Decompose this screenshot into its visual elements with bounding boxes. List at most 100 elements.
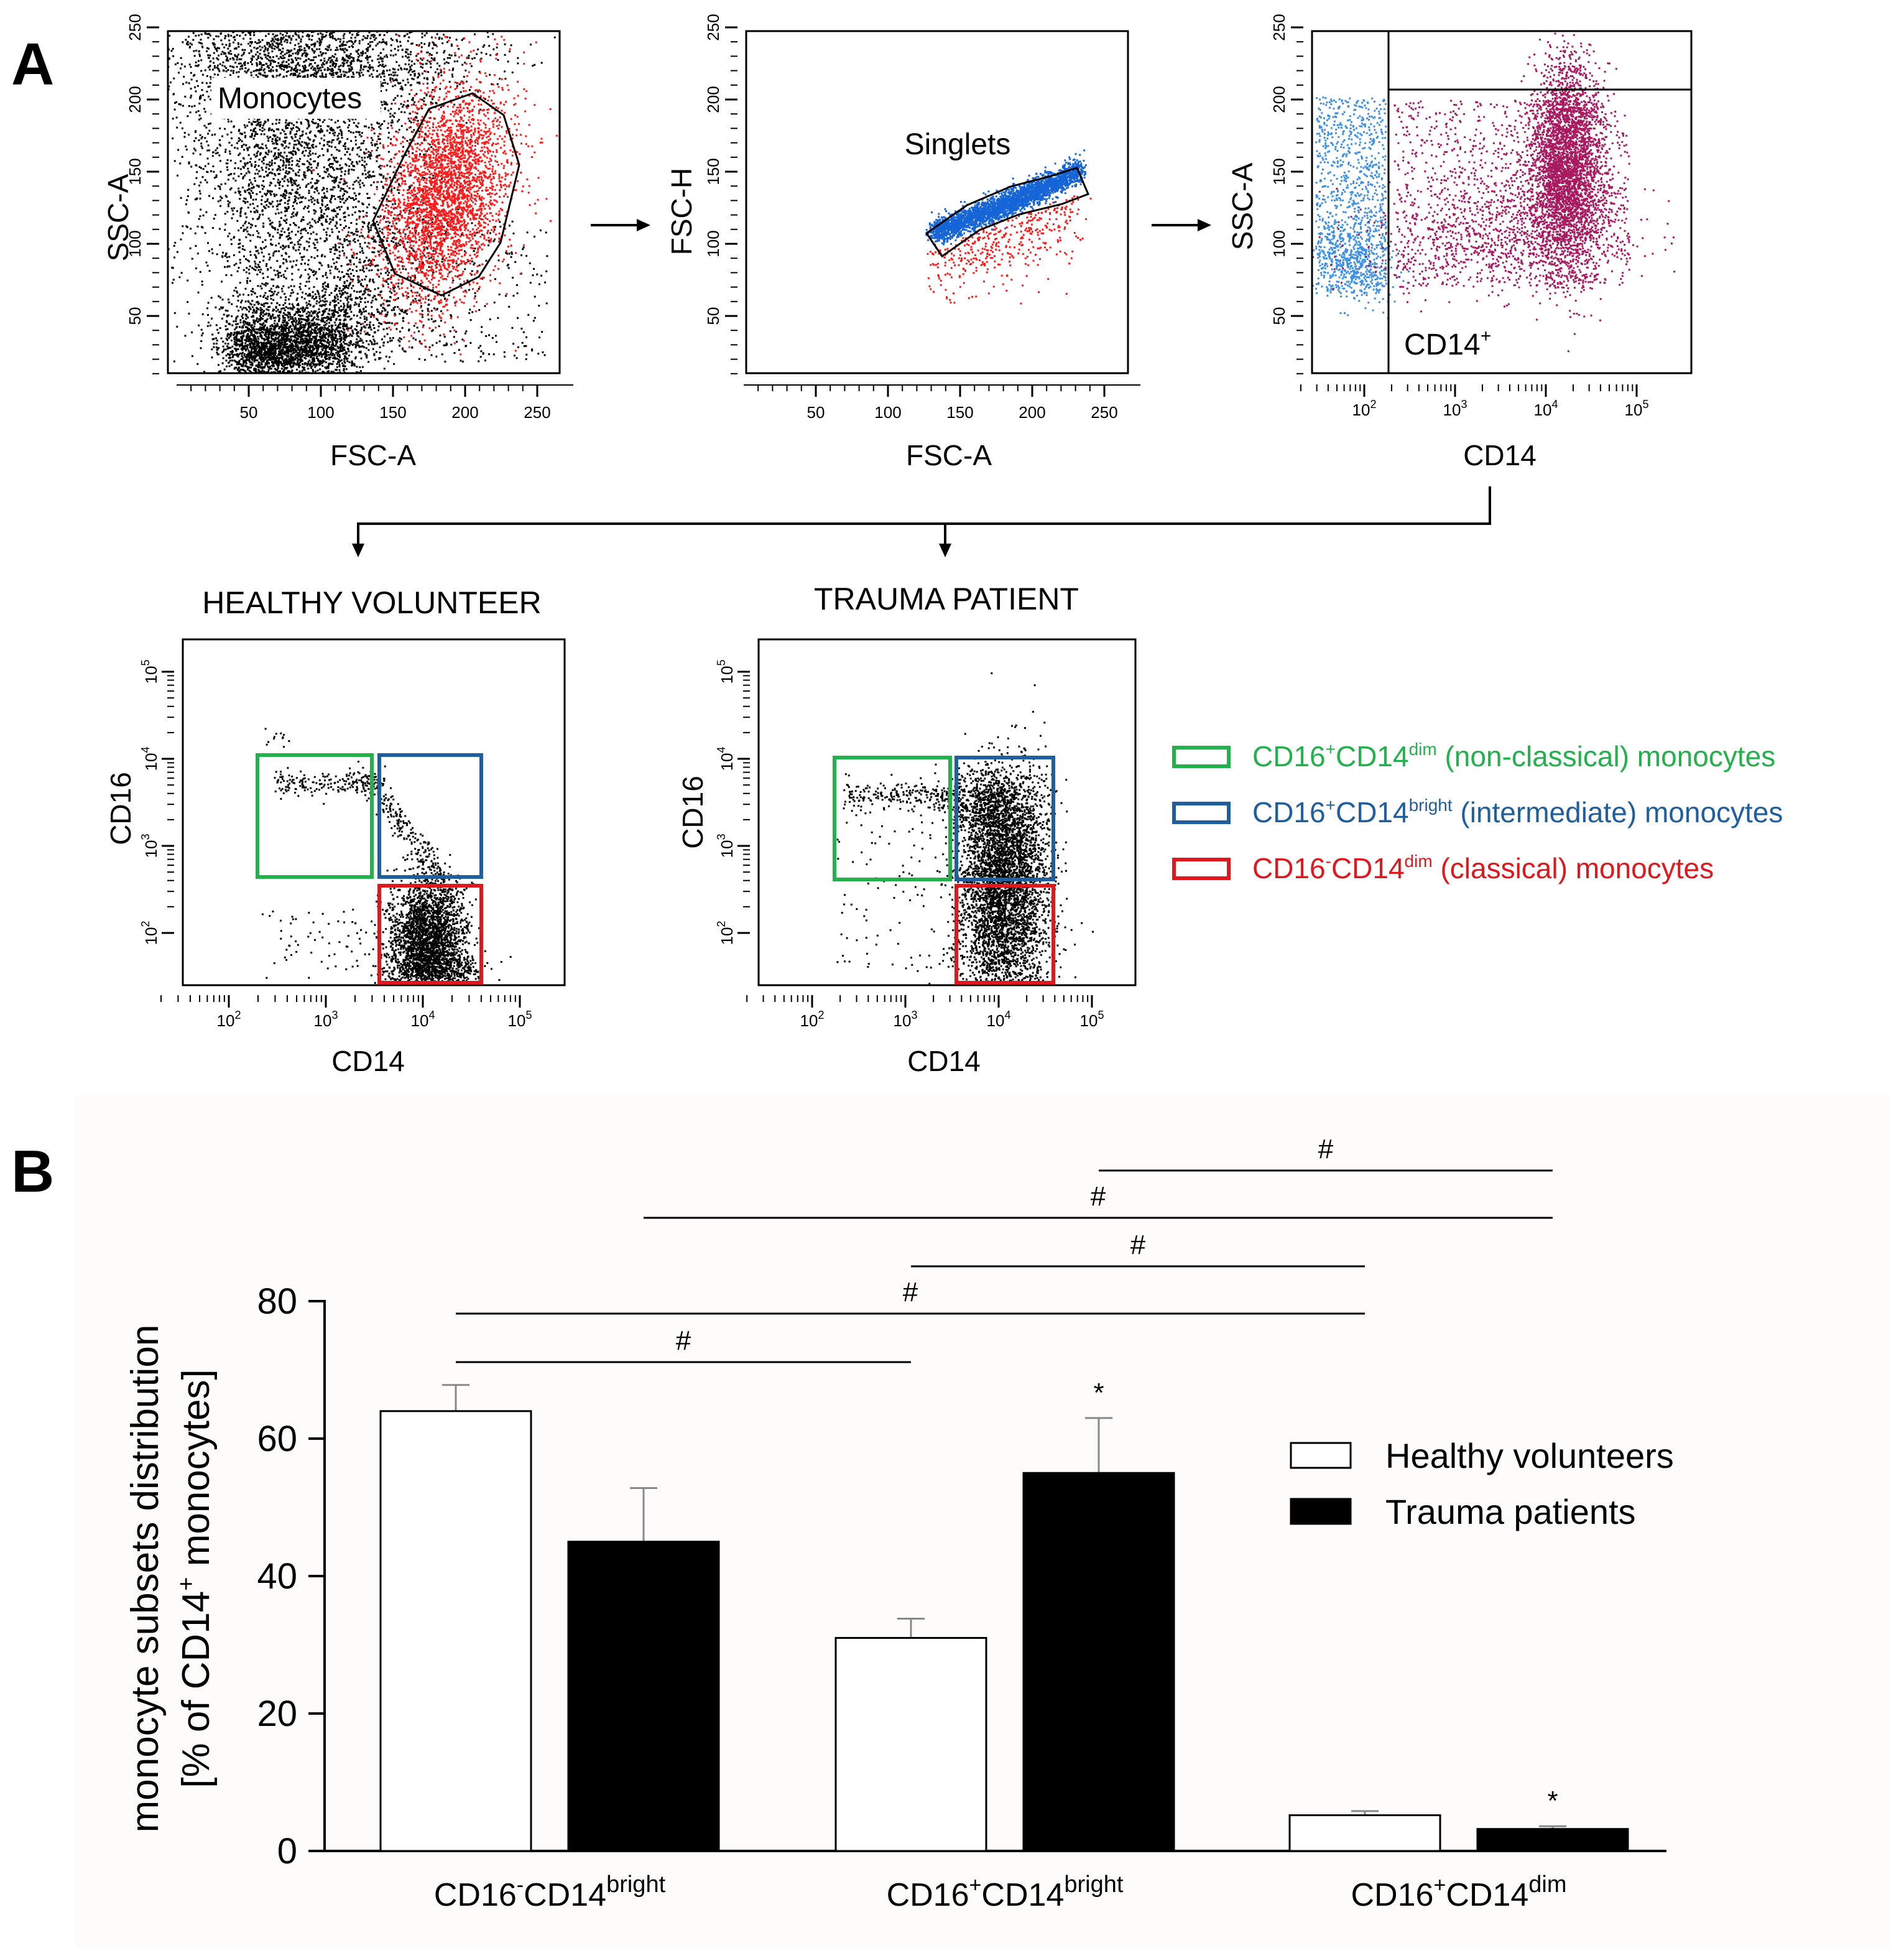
panel-b-letter: B [11, 1138, 54, 1205]
bar-healthy [379, 1410, 532, 1852]
y-tick-label: 105 [715, 660, 736, 684]
chart-legend: Healthy volunteers Trauma patients [1290, 1436, 1674, 1531]
bar-healthy [834, 1636, 987, 1852]
x-tick-label: 100 [874, 403, 901, 422]
legend-swatch-trauma [1290, 1498, 1352, 1525]
y-tick-label: 200 [126, 86, 144, 113]
comparison-mark: # [676, 1325, 691, 1356]
cd14-events [1312, 31, 1676, 353]
comparison-mark: # [1091, 1181, 1106, 1212]
y-tick-label: 104 [139, 747, 160, 771]
y-tick-label: 105 [139, 660, 160, 684]
panel-a-letter: A [11, 31, 54, 98]
x-tick-label: 103 [1443, 398, 1467, 419]
singlet-events-scatter [925, 149, 1087, 246]
cd14-positive-points [1312, 31, 1676, 353]
y-axis-title: SSC-A [102, 174, 134, 261]
healthy-events [261, 728, 512, 985]
y-tick-label: 150 [1270, 158, 1288, 185]
legend-label: CD16+CD14dim (non-classical) monocytes [1252, 740, 1775, 772]
healthy-points [261, 728, 512, 985]
plot-frame [182, 638, 566, 986]
plot-frame [745, 30, 1129, 374]
cd14-negative-points [1312, 96, 1416, 320]
y-axis-title: CD16 [104, 772, 137, 845]
bar-trauma [1476, 1828, 1629, 1852]
other-events-points [168, 31, 556, 373]
y-tick-label: 40 [257, 1556, 297, 1597]
non-classical-gate [256, 753, 374, 879]
arrow-right-icon [591, 219, 650, 231]
y-tick-label: 50 [126, 307, 144, 325]
y-tick-label: 100 [126, 230, 144, 257]
y-axis-title: FSC-H [665, 168, 698, 256]
bar-trauma [567, 1541, 720, 1852]
y-tick-label: 200 [704, 86, 723, 113]
classical-gate [377, 884, 483, 985]
x-axis-ticks: 102 103 104 105 [1300, 384, 1649, 419]
legend-label: CD16-CD14dim (classical) monocytes [1252, 851, 1714, 884]
y-axis-ticks: 102 103 104 105 [715, 660, 750, 945]
x-axis-title: FSC-A [330, 439, 416, 471]
x-tick-label: 150 [946, 403, 973, 422]
x-axis-title: CD14 [1463, 439, 1537, 471]
trauma-points [836, 672, 1094, 985]
x-axis-ticks: 102 103 104 105 [160, 995, 532, 1030]
y-tick-label: 102 [715, 921, 736, 945]
y-tick-label: 20 [257, 1694, 297, 1734]
trauma-events-scatter [836, 672, 1094, 985]
x-tick-label: 200 [451, 403, 478, 422]
y-tick-label: 103 [139, 834, 160, 858]
y-axis-ticks: 50 100 150 200 250 [704, 14, 737, 374]
y-tick-label: 150 [704, 158, 723, 185]
healthy-subset-plot: HEALTHY VOLUNTEER 102 103 104 105 102 103 104… [104, 585, 566, 1077]
y-tick-label: 50 [1270, 307, 1288, 325]
legend-swatch [1172, 858, 1231, 880]
x-axis-ticks: 50 100 150 200 250 [177, 384, 573, 422]
cd14-negative-scatter [1312, 96, 1416, 320]
healthy-events-scatter [261, 728, 512, 985]
y-tick-label: 104 [715, 747, 736, 771]
gate-label-bg [211, 78, 381, 119]
x-tick-label: 104 [411, 1009, 435, 1030]
y-tick-label: 50 [704, 307, 723, 325]
legend-item-non-classical: CD16+CD14dim (non-classical) monocytes [1172, 740, 1775, 772]
non-classical-gate [833, 756, 952, 881]
x-tick-label: 104 [987, 1009, 1011, 1030]
panel-a: A Monocytes 50 100 150 200 250 50 100 150 200 25… [11, 14, 1783, 1077]
legend-item-intermediate: CD16+CD14bright (intermediate) monocytes [1172, 795, 1783, 828]
x-tick-label: 102 [800, 1009, 825, 1030]
gate-label: CD14+ [1404, 326, 1491, 361]
panel-b: B 0 20 40 60 80 * * CD16-CD14bright CD16+CD14bri… [11, 1095, 1890, 1948]
category-label: CD16+CD14bright [887, 1871, 1124, 1913]
y-tick-label: 80 [257, 1281, 297, 1322]
intermediate-gate [377, 753, 483, 879]
y-tick-label: 150 [126, 158, 144, 185]
connector-arrows [352, 486, 1491, 557]
y-tick-label: 250 [1270, 14, 1288, 40]
gate-legend: CD16+CD14dim (non-classical) monocytes C… [1172, 740, 1783, 884]
trauma-events [836, 672, 1094, 985]
y-axis-ticks: 50 100 150 200 250 [1270, 14, 1303, 374]
x-tick-label: 50 [240, 403, 258, 422]
trauma-subset-plot: TRAUMA PATIENT 102 103 104 105 102 103 104 105… [677, 582, 1137, 1077]
y-tick-label: 0 [277, 1831, 297, 1871]
x-tick-label: 105 [1080, 1009, 1104, 1030]
y-axis-title-line1: monocyte subsets distribution [124, 1325, 167, 1833]
y-tick-label: 100 [1270, 230, 1288, 257]
legend-item-classical: CD16-CD14dim (classical) monocytes [1172, 851, 1714, 884]
singlet-points [925, 149, 1087, 246]
y-tick-label: 103 [715, 834, 736, 858]
x-axis-ticks: 50 100 150 200 250 [744, 384, 1140, 422]
x-tick-label: 105 [1625, 398, 1649, 419]
significance-star: * [1547, 1786, 1558, 1816]
arrow-right-icon [1152, 219, 1211, 231]
legend-swatch [1172, 746, 1231, 768]
y-axis-ticks: 50 100 150 200 250 [126, 14, 159, 374]
y-axis-ticks: 102 103 104 105 [139, 660, 174, 945]
x-axis-title: CD14 [907, 1045, 981, 1077]
significance-star: * [1093, 1378, 1104, 1408]
x-axis-ticks: 102 103 104 105 [746, 995, 1104, 1030]
